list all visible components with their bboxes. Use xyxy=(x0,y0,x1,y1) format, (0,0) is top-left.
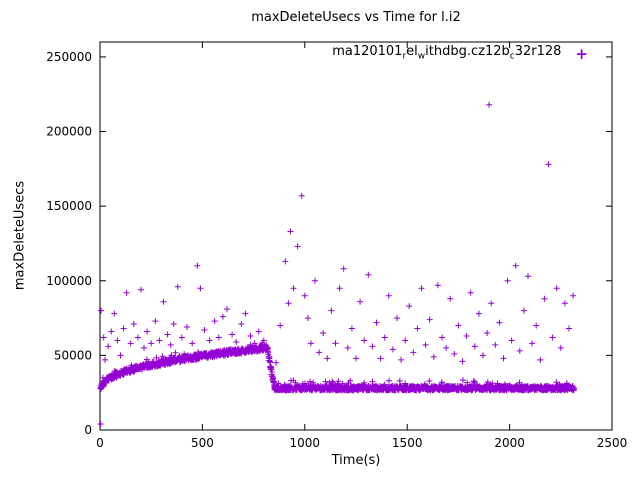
y-tick-label: 250000 xyxy=(46,50,92,64)
y-tick-label: 100000 xyxy=(46,274,92,288)
x-axis-label: Time(s) xyxy=(331,453,381,468)
y-tick-label: 200000 xyxy=(46,125,92,139)
y-tick-label: 50000 xyxy=(54,348,92,362)
x-tick-label: 2500 xyxy=(597,436,628,450)
x-tick-label: 1000 xyxy=(290,436,321,450)
plus-marker-icon: + xyxy=(575,45,588,64)
legend-series-label: ma120101relwithdbg.cz12bc32r128 xyxy=(332,44,562,62)
x-tick-label: 500 xyxy=(191,436,214,450)
plot-border xyxy=(99,41,613,431)
y-tick-label: 150000 xyxy=(46,199,92,213)
chart-title: maxDeleteUsecs vs Time for l.i2 xyxy=(251,10,461,25)
scatter-points xyxy=(97,101,578,427)
x-tick-label: 2000 xyxy=(494,436,525,450)
x-tick-label: 1500 xyxy=(392,436,423,450)
legend: ma120101relwithdbg.cz12bc32r128 + xyxy=(332,44,588,65)
y-tick-label: 0 xyxy=(84,423,92,437)
x-tick-label: 0 xyxy=(96,436,104,450)
